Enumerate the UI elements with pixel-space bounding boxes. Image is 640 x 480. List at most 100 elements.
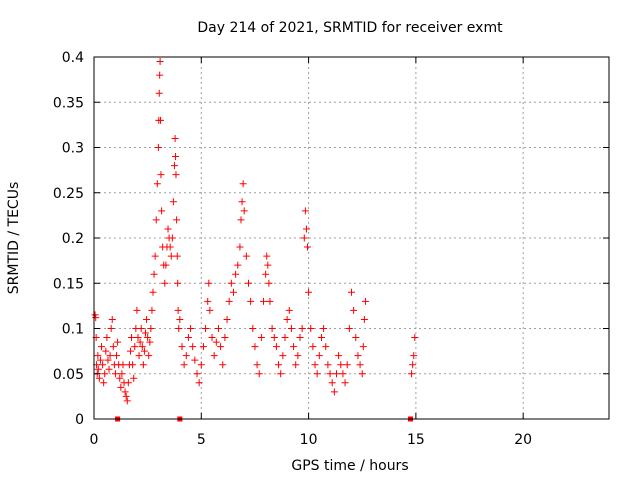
data-point bbox=[157, 116, 165, 124]
data-point bbox=[162, 261, 170, 269]
data-point bbox=[139, 361, 147, 369]
data-point bbox=[191, 356, 199, 364]
data-point bbox=[279, 352, 287, 360]
data-point bbox=[229, 288, 237, 296]
data-point bbox=[305, 288, 313, 296]
y-tick-label: 0.1 bbox=[62, 322, 84, 338]
data-point bbox=[409, 361, 417, 369]
data-point bbox=[168, 234, 176, 242]
data-point bbox=[94, 352, 102, 360]
data-point bbox=[174, 306, 182, 314]
data-point bbox=[253, 361, 261, 369]
data-point bbox=[155, 89, 163, 97]
data-point bbox=[149, 288, 157, 296]
data-point bbox=[260, 297, 268, 305]
data-point bbox=[111, 370, 119, 378]
data-point bbox=[106, 352, 114, 360]
y-tick-label: 0.4 bbox=[62, 50, 84, 66]
data-point bbox=[247, 297, 255, 305]
data-point bbox=[164, 225, 172, 233]
data-point bbox=[337, 361, 345, 369]
data-point bbox=[232, 270, 240, 278]
data-point bbox=[193, 370, 201, 378]
y-tick-label: 0.35 bbox=[53, 95, 84, 111]
data-point bbox=[175, 325, 183, 332]
data-point bbox=[275, 361, 283, 369]
data-point bbox=[187, 325, 195, 332]
data-point bbox=[157, 171, 165, 179]
data-point bbox=[205, 279, 213, 287]
data-point bbox=[356, 361, 364, 369]
data-point bbox=[170, 162, 178, 170]
data-point bbox=[361, 297, 369, 305]
data-point bbox=[266, 297, 274, 305]
data-point bbox=[124, 379, 132, 387]
data-point bbox=[296, 334, 304, 342]
data-point bbox=[345, 325, 353, 332]
data-point bbox=[117, 383, 125, 391]
data-point bbox=[326, 370, 334, 378]
data-point bbox=[101, 370, 109, 378]
data-point bbox=[206, 306, 214, 314]
data-point bbox=[237, 216, 245, 224]
data-point bbox=[315, 352, 323, 360]
y-tick-label: 0.3 bbox=[62, 141, 84, 157]
data-point bbox=[270, 334, 278, 342]
data-point bbox=[242, 252, 250, 260]
data-point bbox=[174, 279, 182, 287]
data-point bbox=[154, 144, 162, 151]
data-point bbox=[210, 352, 218, 360]
data-point bbox=[126, 347, 134, 355]
x-tick-label: 10 bbox=[300, 432, 318, 448]
data-point bbox=[108, 315, 116, 323]
data-point bbox=[265, 279, 273, 287]
data-point bbox=[189, 343, 197, 351]
data-point bbox=[176, 315, 184, 323]
data-point bbox=[156, 58, 164, 66]
data-point bbox=[152, 216, 160, 224]
data-point bbox=[142, 329, 149, 337]
data-point bbox=[408, 370, 416, 378]
data-point bbox=[339, 370, 347, 378]
data-point bbox=[320, 325, 328, 332]
data-point bbox=[96, 356, 104, 364]
data-point bbox=[245, 279, 252, 287]
data-point bbox=[147, 325, 155, 332]
data-point bbox=[129, 361, 137, 369]
data-point bbox=[92, 314, 100, 322]
x-tick-label: 15 bbox=[407, 432, 425, 448]
data-point bbox=[128, 334, 136, 342]
data-point bbox=[330, 388, 338, 396]
data-point bbox=[104, 356, 112, 364]
data-point bbox=[251, 343, 259, 351]
data-point bbox=[304, 243, 312, 251]
data-point bbox=[156, 71, 164, 79]
data-point bbox=[107, 325, 115, 332]
data-point bbox=[208, 334, 216, 342]
y-tick-label: 0 bbox=[75, 412, 84, 428]
data-point bbox=[287, 325, 295, 332]
data-point bbox=[294, 352, 302, 360]
data-point bbox=[354, 352, 362, 360]
data-point bbox=[151, 252, 159, 260]
data-point bbox=[268, 325, 276, 332]
data-point bbox=[99, 361, 107, 369]
data-point bbox=[113, 352, 121, 360]
data-point bbox=[219, 361, 227, 369]
data-point bbox=[300, 234, 308, 242]
data-point bbox=[212, 338, 220, 346]
data-point bbox=[332, 370, 340, 378]
data-point bbox=[214, 325, 222, 332]
data-point bbox=[197, 361, 205, 369]
x-tick-label: 5 bbox=[197, 432, 206, 448]
data-point bbox=[239, 180, 247, 188]
data-point bbox=[169, 198, 177, 206]
data-point bbox=[130, 374, 138, 382]
data-point bbox=[313, 370, 321, 378]
data-point bbox=[133, 306, 141, 314]
x-tick-label: 20 bbox=[514, 432, 532, 448]
data-point bbox=[195, 379, 203, 387]
data-point bbox=[360, 315, 368, 323]
y-tick-label: 0.15 bbox=[53, 276, 84, 292]
x-tick-label: 0 bbox=[90, 432, 99, 448]
